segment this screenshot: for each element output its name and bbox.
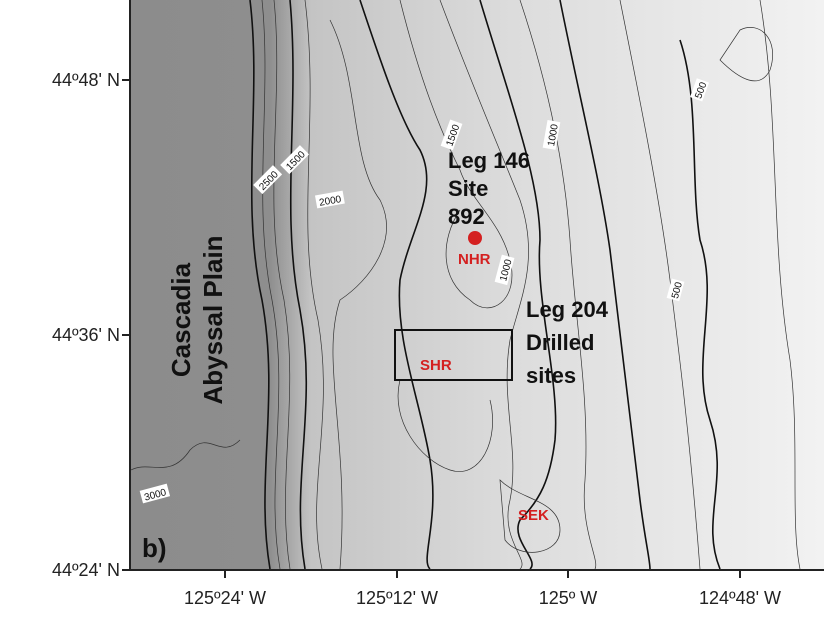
feature-label: SHR (420, 357, 452, 374)
page: 2500 1500 2000 1500 1000 1000 500 500 30… (0, 0, 824, 617)
leg204-label: sites (526, 363, 576, 388)
x-axis-label: 125º12' W (356, 588, 438, 608)
x-axis-label: 124º48' W (699, 588, 781, 608)
leg146-label: Leg 146 (448, 148, 530, 173)
panel-label: b) (142, 533, 167, 563)
map: 2500 1500 2000 1500 1000 1000 500 500 30… (0, 0, 824, 617)
y-axis-label: 44º36' N (52, 325, 120, 345)
region-label: Abyssal Plain (198, 235, 228, 404)
x-axis-label: 125º24' W (184, 588, 266, 608)
leg204-label: Drilled (526, 330, 594, 355)
x-axis-label: 125º W (539, 588, 598, 608)
y-axis-label: 44º24' N (52, 560, 120, 580)
leg146-label: Site (448, 176, 488, 201)
map-background (131, 0, 824, 569)
leg146-label: 892 (448, 204, 485, 229)
feature-label: NHR (458, 251, 491, 268)
site-marker (468, 231, 482, 245)
y-axis-label: 44º48' N (52, 70, 120, 90)
region-label: Cascadia (166, 262, 196, 377)
leg204-label: Leg 204 (526, 297, 609, 322)
feature-label: SEK (518, 507, 549, 524)
